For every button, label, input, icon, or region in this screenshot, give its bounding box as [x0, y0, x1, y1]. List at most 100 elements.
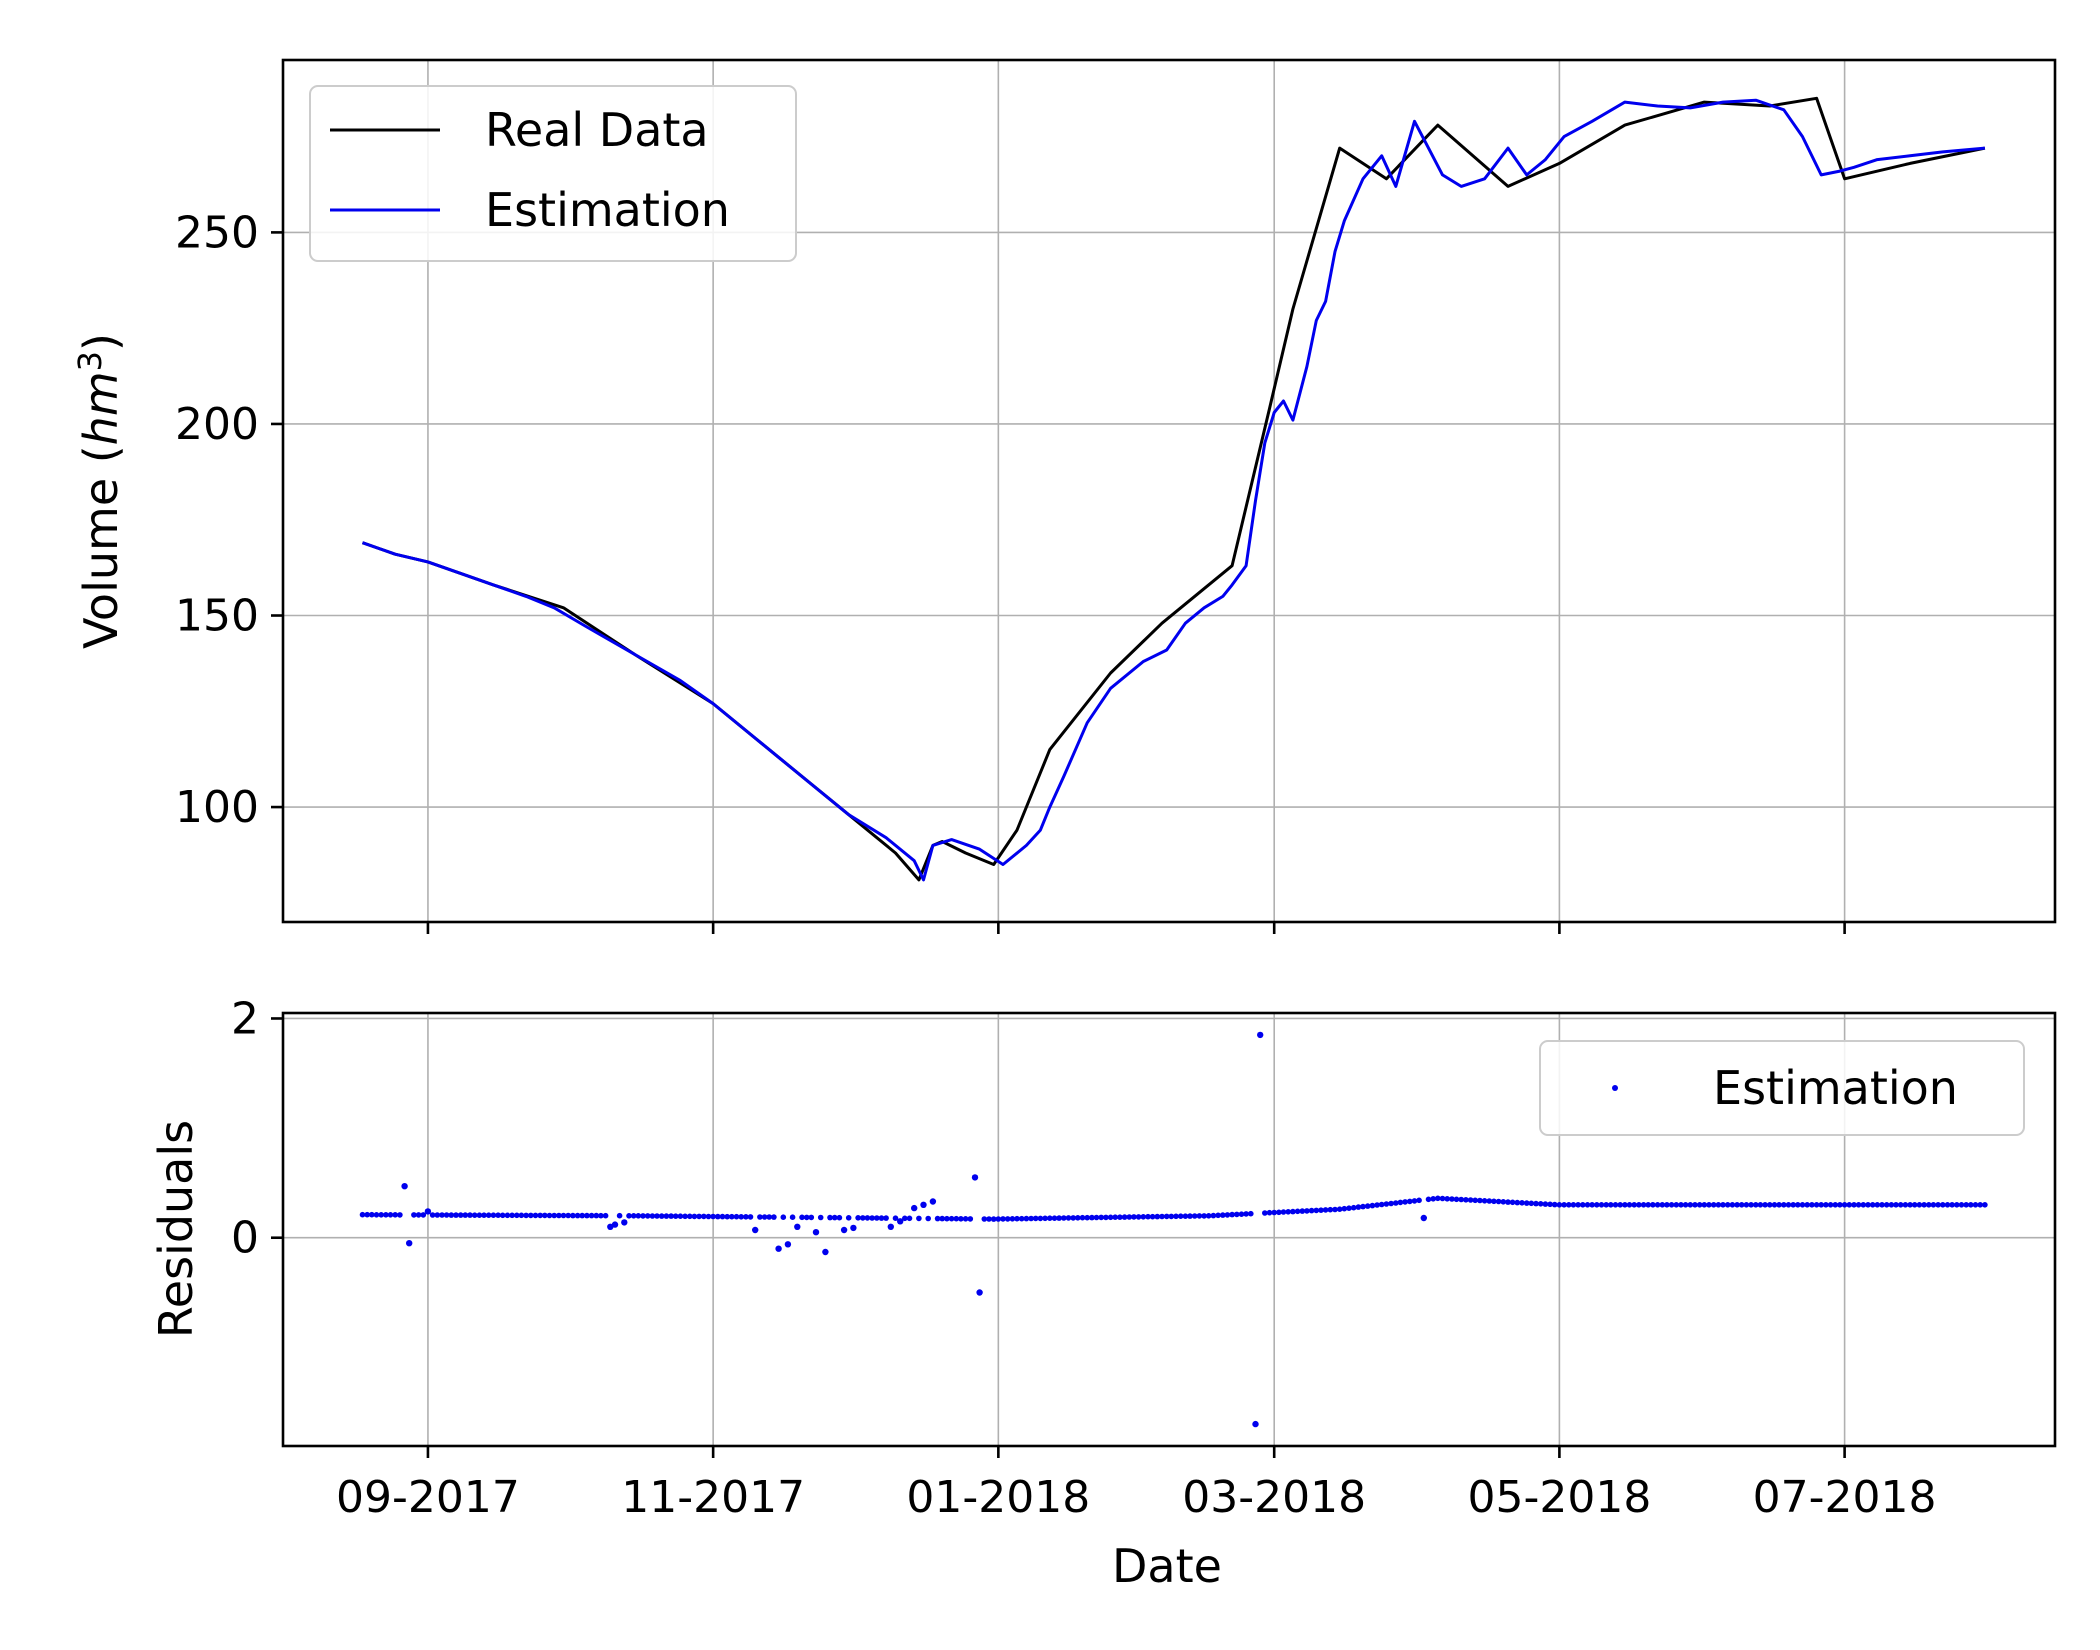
residual-point	[1584, 1202, 1591, 1208]
residual-point	[1832, 1202, 1839, 1208]
top-y-tick-label: 100	[175, 782, 259, 833]
residual-point	[1855, 1202, 1862, 1208]
residual-point	[1715, 1202, 1722, 1208]
bottom-x-tick-label: 03-2018	[1182, 1472, 1366, 1523]
residual-point	[635, 1213, 642, 1219]
residual-point	[1065, 1215, 1072, 1221]
residual-point	[1028, 1215, 1034, 1222]
residual-point	[1243, 1211, 1249, 1217]
residual-point	[668, 1213, 674, 1219]
residual-point	[551, 1212, 557, 1219]
residual-point	[630, 1213, 637, 1219]
residual-point	[883, 1215, 889, 1221]
top-panel: 100 150 200 250 Volume (hm3) Real Data Esti…	[71, 58, 2057, 934]
residual-point	[962, 1216, 969, 1222]
residual-point	[1673, 1202, 1680, 1208]
residual-point	[1972, 1202, 1979, 1208]
residual-point	[1528, 1200, 1535, 1207]
residual-point	[1879, 1202, 1885, 1208]
bottom-x-tick-label: 05-2018	[1467, 1472, 1651, 1523]
residual-point	[1678, 1202, 1684, 1208]
residual-point	[986, 1216, 992, 1222]
residual-point	[1364, 1203, 1371, 1209]
residual-point	[1771, 1202, 1778, 1208]
residual-point	[462, 1212, 469, 1218]
residual-point	[958, 1216, 964, 1222]
residual-point	[1425, 1196, 1432, 1203]
residual-point	[1580, 1202, 1586, 1208]
residual-point	[1790, 1202, 1796, 1208]
residual-point	[649, 1213, 656, 1219]
residual-point	[733, 1213, 740, 1220]
residual-point	[1608, 1202, 1614, 1208]
residual-point	[570, 1212, 576, 1219]
residual-point	[1168, 1213, 1175, 1220]
residual-point	[1505, 1199, 1511, 1205]
residual-point	[1290, 1208, 1296, 1215]
residual-point	[1238, 1211, 1245, 1217]
residual-point	[780, 1214, 787, 1220]
residual-point	[448, 1212, 455, 1218]
residual-point	[397, 1212, 403, 1218]
residual-point	[490, 1212, 497, 1218]
residual-point	[579, 1212, 585, 1219]
residual-point	[420, 1212, 427, 1218]
series-line-real-data	[362, 96, 1986, 882]
residual-point	[827, 1214, 833, 1221]
residual-point	[373, 1212, 380, 1218]
residual-point	[1075, 1215, 1081, 1221]
residual-point	[906, 1215, 913, 1222]
residual-point	[434, 1212, 441, 1218]
residual-point	[1645, 1202, 1651, 1208]
residual-point	[616, 1212, 623, 1219]
residual-point	[411, 1212, 417, 1218]
residual-point	[1486, 1198, 1493, 1204]
residual-point	[719, 1213, 726, 1220]
residual-point	[822, 1248, 829, 1256]
top-y-tick-label: 250	[175, 207, 259, 258]
residual-point	[1084, 1214, 1090, 1221]
residual-point	[611, 1221, 619, 1228]
residual-point	[1089, 1214, 1095, 1221]
volume-unit-open: (	[74, 445, 128, 478]
top-gridlines	[283, 60, 2055, 922]
residual-point	[701, 1213, 707, 1220]
top-y-tick-label: 150	[175, 591, 259, 642]
residual-point	[929, 1198, 937, 1205]
residual-point	[1509, 1199, 1516, 1206]
residual-point	[588, 1212, 595, 1219]
residual-point	[1481, 1198, 1488, 1204]
residual-point	[855, 1215, 861, 1221]
residual-point	[1687, 1202, 1694, 1208]
residual-point	[831, 1214, 838, 1221]
residual-point	[1014, 1215, 1020, 1222]
residual-point	[1299, 1208, 1306, 1214]
residual-point	[1724, 1202, 1731, 1208]
residual-point	[1533, 1200, 1539, 1207]
residual-point	[1757, 1202, 1764, 1208]
residual-point	[902, 1215, 908, 1222]
residual-point	[1617, 1202, 1623, 1208]
residual-point	[387, 1212, 394, 1218]
residual-point	[1332, 1206, 1338, 1213]
residual-point	[593, 1212, 600, 1219]
residual-point	[574, 1212, 581, 1219]
residual-point	[1860, 1202, 1867, 1208]
residual-point	[1631, 1202, 1637, 1208]
residual-point	[1640, 1202, 1647, 1208]
residual-point	[1743, 1202, 1750, 1208]
residual-point	[359, 1211, 366, 1218]
residual-point	[640, 1213, 646, 1219]
residual-point	[925, 1215, 931, 1222]
residual-point	[934, 1215, 941, 1222]
residual-point	[1121, 1214, 1128, 1220]
bottom-y-axis-label: Residuals	[149, 1120, 203, 1338]
residual-point	[691, 1213, 698, 1220]
residual-point	[1350, 1204, 1357, 1211]
residual-point	[729, 1213, 735, 1220]
residual-point	[1813, 1202, 1820, 1208]
series-line-estimation	[362, 98, 1986, 882]
residual-point	[696, 1213, 702, 1220]
residual-point	[1439, 1195, 1446, 1202]
top-series-lines	[362, 96, 1986, 882]
